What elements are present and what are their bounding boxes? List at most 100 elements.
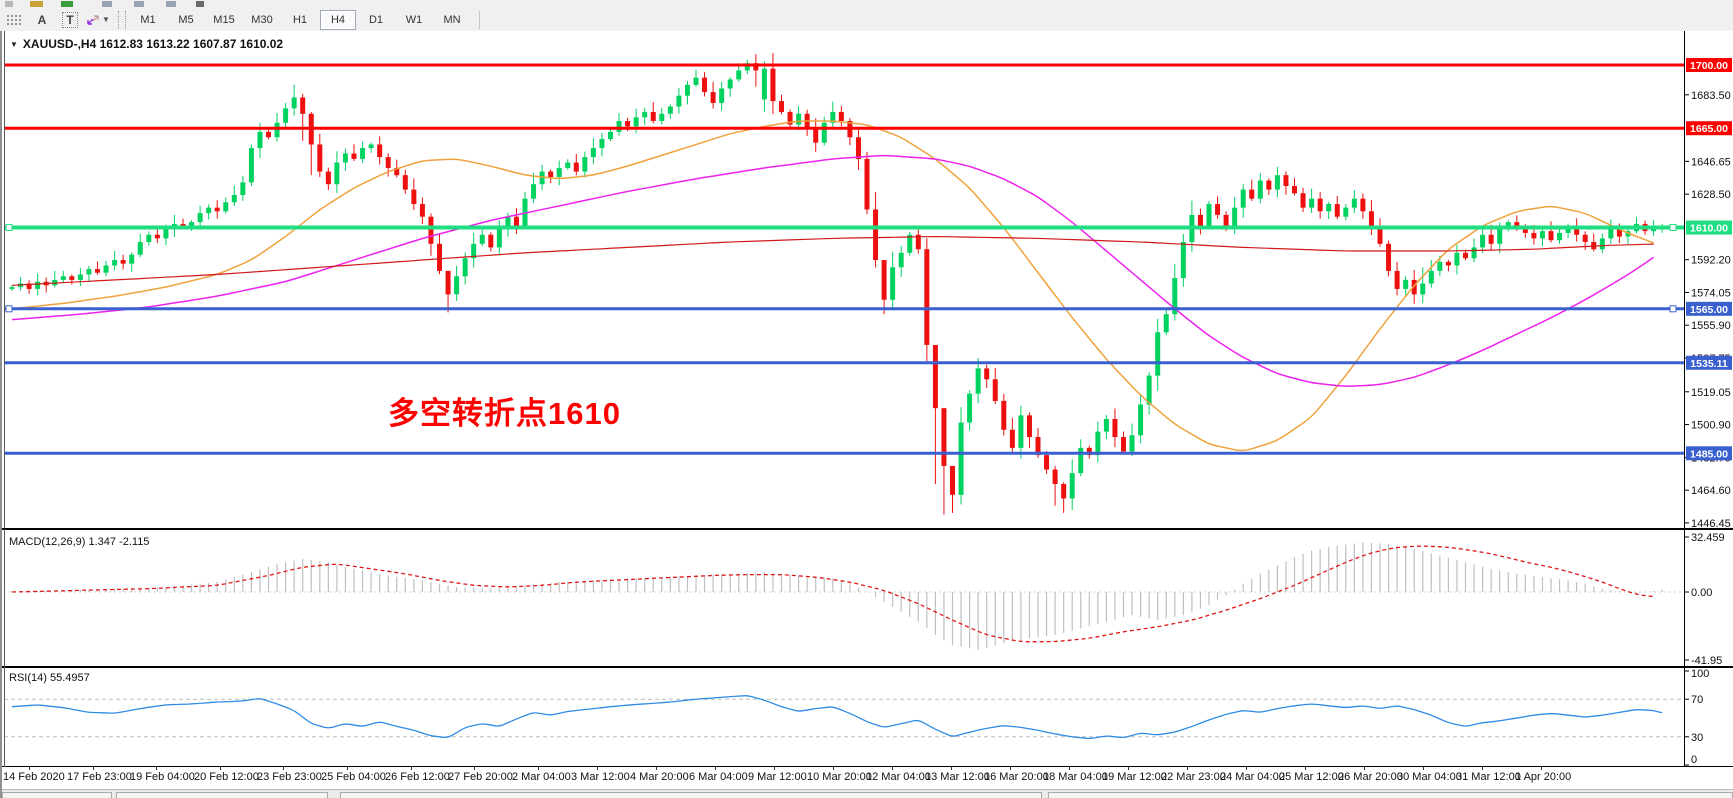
svg-text:1700.00: 1700.00 [1690,60,1728,72]
price-badge [1686,58,1732,72]
rsi-indicator-panel[interactable]: 100 70 30 0 [0,667,1733,767]
svg-text:1610.00: 1610.00 [1690,223,1728,235]
macd-scale-label: 32.459 [1691,532,1725,544]
cropped-upper-toolbar [0,0,1733,8]
timeframe-button-w1[interactable]: W1 [405,13,423,26]
time-axis-label: 22 Mar 23:00 [1161,771,1226,783]
timeframe-button-m5[interactable]: M5 [178,13,194,26]
time-axis-label: 2 Mar 04:00 [512,771,571,783]
price-badge [1686,355,1732,370]
time-axis-tick [951,767,952,770]
price-tick-label: 1592.20 [1691,255,1731,267]
svg-text:1485.00: 1485.00 [1690,448,1728,460]
time-axis-label: 16 Mar 20:00 [984,771,1049,783]
rsi-scale-label: 30 [1691,732,1703,744]
cropped-icon-fragment [166,1,176,7]
price-tick-label: 1683.50 [1691,90,1731,102]
time-axis-label: 25 Mar 12:00 [1279,771,1344,783]
time-axis-label: 1 Apr 20:00 [1515,771,1572,783]
timeframe-button-h4[interactable]: H4 [320,9,356,30]
time-axis-label: 6 Mar 04:00 [689,771,748,783]
chart-ohlc-title: ▼ XAUUSD-,H4 1612.83 1613.22 1607.87 161… [10,37,283,51]
timeframe-button-m30[interactable]: M30 [251,13,273,26]
time-axis-label: 25 Feb 04:00 [321,771,386,783]
price-tick-label: 1574.05 [1691,287,1731,299]
time-axis-label: 26 Feb 12:00 [385,771,450,783]
cropped-icon-fragment [5,1,13,7]
ma-fast-orange [11,120,1654,452]
price-badge [1686,220,1732,235]
toolbar-drag-handle[interactable] [118,10,126,29]
cropped-bottom-windows [0,789,1733,798]
price-tick-label: 1500.90 [1691,420,1731,432]
chart-area: 1683.50 1646.65 1628.50 1592.20 1574.05 1555.… [0,31,1733,798]
price-tick-label: 1628.50 [1691,189,1731,201]
timeframe-button-m1[interactable]: M1 [140,13,156,26]
price-badge [1686,301,1732,316]
price-tick-label: 1446.45 [1691,518,1731,529]
window-left-edge [0,31,2,798]
time-axis-tick [1187,767,1188,770]
diagonal-arrows-icon [87,14,99,25]
dropdown-caret-icon: ▼ [102,15,110,24]
ma-slow-red [11,236,1654,286]
ma-medium-magenta [11,154,1655,387]
price-tick-label: 1646.65 [1691,156,1731,168]
time-axis-tick [833,767,834,770]
time-axis-tick [892,767,893,770]
time-axis-tick [1482,767,1483,770]
time-axis-label: 18 Mar 04:00 [1043,771,1108,783]
collapse-arrow-icon[interactable]: ▼ [10,39,18,49]
timeframe-button-d1[interactable]: D1 [368,13,384,26]
arrow-style-tool[interactable]: ▼ [85,10,111,29]
timeframe-button-h1[interactable]: H1 [292,13,308,26]
time-axis-tick [93,767,94,770]
time-axis-tick [656,767,657,770]
main-price-chart[interactable]: 1683.50 1646.65 1628.50 1592.20 1574.05 1555.… [0,31,1733,529]
timeframe-button-mn[interactable]: MN [443,13,461,26]
time-axis-label: 9 Mar 12:00 [748,771,807,783]
chart-annotation: 多空转折点1610 [388,396,621,431]
cropped-window-fragment [1048,792,1733,798]
hline-1565.00[interactable] [4,305,1684,313]
dot-grid-icon[interactable] [1,10,27,29]
text-label-tool[interactable]: A [37,12,47,27]
cropped-window-fragment [116,792,328,798]
cropped-icon-fragment [134,1,144,7]
price-tick-label: 1519.05 [1691,387,1731,399]
time-axis-label: 31 Mar 12:00 [1456,771,1521,783]
hline-1610.00[interactable] [4,224,1684,232]
time-axis-tick [1246,767,1247,770]
price-badge [1686,446,1732,461]
time-axis-tick [411,767,412,770]
time-axis-label: 30 Mar 04:00 [1397,771,1462,783]
cropped-icon-fragment [102,1,112,7]
text-box-tool[interactable]: T [57,10,83,29]
timeframe-button-m15[interactable]: M15 [213,13,235,26]
macd-indicator-panel[interactable]: 32.459 0.00 -41.95 [0,529,1733,667]
time-axis-label: 24 Mar 04:00 [1220,771,1285,783]
time-axis-tick [1364,767,1365,770]
time-axis-label: 4 Mar 20:00 [630,771,689,783]
time-axis-label: 20 Feb 12:00 [194,771,259,783]
cropped-icon-fragment [30,1,43,7]
time-axis-label: 23 Feb 23:00 [257,771,322,783]
price-tick-label: 1555.90 [1691,320,1731,332]
macd-label: MACD(12,26,9) 1.347 -2.115 [9,536,150,548]
macd-scale-label: -41.95 [1691,655,1722,667]
time-axis-label: 19 Feb 04:00 [130,771,195,783]
rsi-scale-label: 70 [1691,694,1703,706]
chart-toolbar: A T ▼ M1 M5 M15 M30 H1 H4 D1 W1 MN [0,8,1733,32]
toolbar-separator [479,10,480,29]
time-axis-label: 3 Mar 12:00 [571,771,630,783]
time-axis-tick [1305,767,1306,770]
time-axis-tick [1541,767,1542,770]
time-axis-label: 17 Feb 23:00 [67,771,132,783]
time-axis-tick [1423,767,1424,770]
time-axis-tick [220,767,221,770]
time-axis-label: 10 Mar 20:00 [807,771,872,783]
rsi-label: RSI(14) 55.4957 [9,672,90,684]
cropped-window-fragment [340,792,1042,798]
svg-text:1665.00: 1665.00 [1690,123,1728,135]
